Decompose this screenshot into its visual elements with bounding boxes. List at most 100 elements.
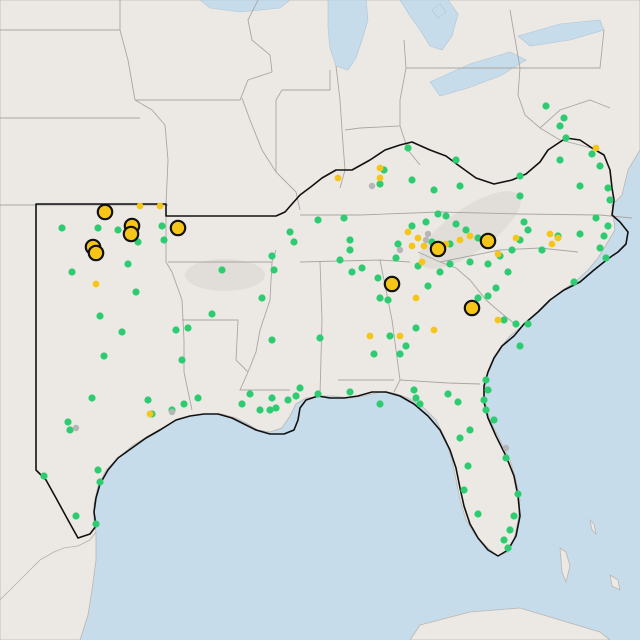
station-marker-yellow[interactable]: [408, 242, 416, 250]
station-marker-green[interactable]: [96, 478, 104, 486]
station-marker-green[interactable]: [466, 258, 474, 266]
station-marker-green[interactable]: [516, 192, 524, 200]
station-marker-highlighted[interactable]: [96, 203, 114, 221]
station-marker-green[interactable]: [484, 292, 492, 300]
station-marker-highlighted[interactable]: [479, 232, 497, 250]
station-marker-green[interactable]: [160, 236, 168, 244]
station-marker-green[interactable]: [284, 396, 292, 404]
station-marker-green[interactable]: [510, 512, 518, 520]
station-marker-green[interactable]: [446, 260, 454, 268]
station-marker-yellow[interactable]: [376, 174, 384, 182]
station-marker-highlighted[interactable]: [169, 219, 187, 237]
station-marker-green[interactable]: [374, 274, 382, 282]
station-marker-green[interactable]: [456, 182, 464, 190]
station-marker-green[interactable]: [88, 394, 96, 402]
station-marker-yellow[interactable]: [334, 174, 342, 182]
station-marker-green[interactable]: [516, 342, 524, 350]
station-marker-yellow[interactable]: [466, 232, 474, 240]
station-marker-gray[interactable]: [502, 444, 510, 452]
station-marker-green[interactable]: [268, 394, 276, 402]
station-marker-highlighted[interactable]: [383, 275, 401, 293]
station-marker-green[interactable]: [504, 268, 512, 276]
station-marker-gray[interactable]: [424, 230, 432, 238]
station-marker-green[interactable]: [484, 260, 492, 268]
station-marker-green[interactable]: [482, 376, 490, 384]
station-marker-green[interactable]: [542, 102, 550, 110]
station-marker-green[interactable]: [480, 396, 488, 404]
station-marker-green[interactable]: [408, 176, 416, 184]
station-marker-green[interactable]: [118, 328, 126, 336]
station-marker-gray[interactable]: [168, 408, 176, 416]
station-marker-green[interactable]: [538, 246, 546, 254]
station-marker-highlighted[interactable]: [463, 299, 481, 317]
station-marker-yellow[interactable]: [146, 410, 154, 418]
station-marker-green[interactable]: [144, 396, 152, 404]
station-marker-green[interactable]: [316, 334, 324, 342]
station-marker-green[interactable]: [218, 266, 226, 274]
station-marker-green[interactable]: [346, 236, 354, 244]
station-marker-green[interactable]: [114, 226, 122, 234]
station-marker-green[interactable]: [348, 268, 356, 276]
station-marker-green[interactable]: [158, 222, 166, 230]
station-marker-green[interactable]: [408, 222, 416, 230]
station-marker-green[interactable]: [560, 114, 568, 122]
station-marker-highlighted[interactable]: [122, 225, 140, 243]
station-marker-green[interactable]: [462, 226, 470, 234]
station-marker-green[interactable]: [502, 454, 510, 462]
station-marker-green[interactable]: [592, 214, 600, 222]
station-marker-yellow[interactable]: [494, 316, 502, 324]
station-marker-green[interactable]: [268, 336, 276, 344]
station-marker-green[interactable]: [180, 400, 188, 408]
station-marker-green[interactable]: [268, 252, 276, 260]
station-marker-green[interactable]: [460, 486, 468, 494]
station-marker-green[interactable]: [286, 228, 294, 236]
station-marker-green[interactable]: [336, 256, 344, 264]
station-marker-green[interactable]: [484, 386, 492, 394]
station-marker-green[interactable]: [604, 184, 612, 192]
station-marker-green[interactable]: [100, 352, 108, 360]
station-marker-green[interactable]: [474, 294, 482, 302]
station-marker-green[interactable]: [396, 350, 404, 358]
station-marker-green[interactable]: [292, 392, 300, 400]
station-marker-gray[interactable]: [72, 424, 80, 432]
station-marker-green[interactable]: [436, 268, 444, 276]
station-marker-green[interactable]: [524, 320, 532, 328]
station-marker-gray[interactable]: [368, 182, 376, 190]
station-marker-green[interactable]: [492, 284, 500, 292]
station-marker-yellow[interactable]: [420, 242, 428, 250]
station-marker-green[interactable]: [454, 398, 462, 406]
station-marker-green[interactable]: [314, 390, 322, 398]
station-marker-green[interactable]: [376, 400, 384, 408]
station-marker-green[interactable]: [270, 266, 278, 274]
station-marker-green[interactable]: [500, 536, 508, 544]
station-marker-green[interactable]: [394, 240, 402, 248]
station-marker-green[interactable]: [596, 244, 604, 252]
station-marker-green[interactable]: [456, 434, 464, 442]
station-marker-green[interactable]: [422, 218, 430, 226]
station-marker-green[interactable]: [340, 214, 348, 222]
station-marker-green[interactable]: [516, 172, 524, 180]
station-marker-green[interactable]: [508, 246, 516, 254]
station-marker-yellow[interactable]: [554, 234, 562, 242]
station-marker-green[interactable]: [416, 400, 424, 408]
station-marker-green[interactable]: [434, 210, 442, 218]
station-marker-green[interactable]: [412, 324, 420, 332]
station-marker-green[interactable]: [72, 512, 80, 520]
station-marker-green[interactable]: [514, 490, 522, 498]
station-marker-green[interactable]: [524, 226, 532, 234]
station-marker-yellow[interactable]: [548, 240, 556, 248]
station-marker-green[interactable]: [376, 180, 384, 188]
station-marker-green[interactable]: [256, 406, 264, 414]
station-marker-green[interactable]: [346, 388, 354, 396]
station-marker-green[interactable]: [466, 426, 474, 434]
station-marker-green[interactable]: [576, 182, 584, 190]
station-marker-green[interactable]: [490, 416, 498, 424]
station-marker-yellow[interactable]: [412, 294, 420, 302]
station-marker-yellow[interactable]: [396, 332, 404, 340]
station-marker-green[interactable]: [452, 220, 460, 228]
station-marker-green[interactable]: [562, 134, 570, 142]
station-marker-yellow[interactable]: [430, 326, 438, 334]
station-marker-green[interactable]: [290, 238, 298, 246]
station-marker-yellow[interactable]: [366, 332, 374, 340]
